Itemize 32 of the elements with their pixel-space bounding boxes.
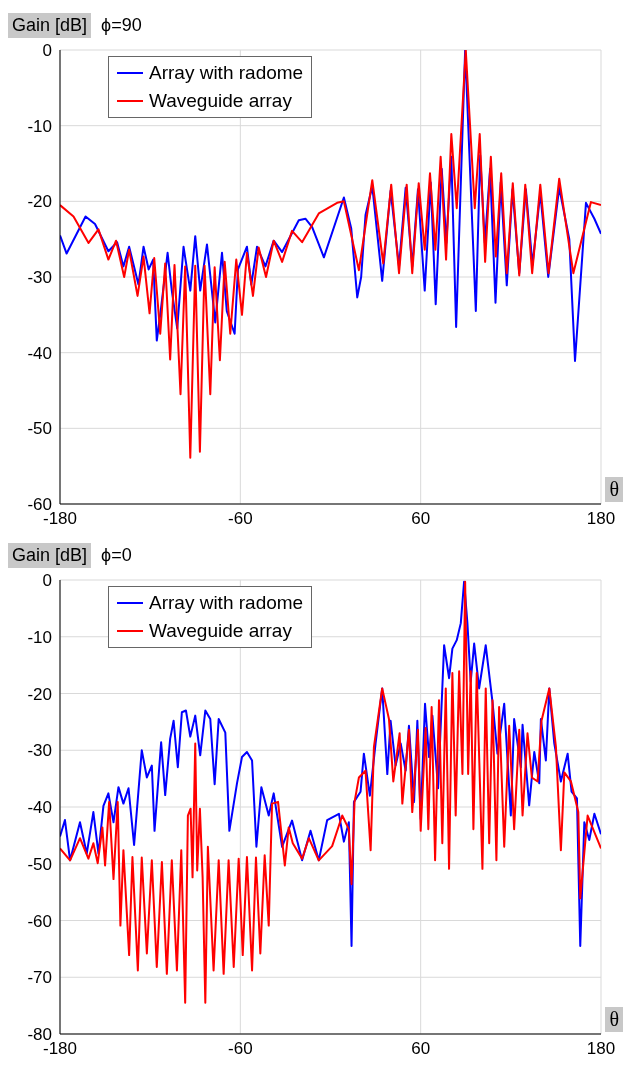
y-tick-label: -10 [27, 116, 52, 136]
y-tick-label: -20 [27, 192, 52, 212]
legend-label: Waveguide array [149, 619, 292, 643]
y-tick-label: -30 [27, 268, 52, 288]
y-tick-label: -70 [27, 968, 52, 988]
y-tick-label: -50 [27, 419, 52, 439]
x-tick-label: 60 [411, 509, 431, 529]
x-tick-label: -180 [42, 509, 78, 529]
legend-label: Array with radome [149, 591, 304, 615]
y-tick-label: -30 [27, 741, 52, 761]
y-tick-label: -10 [27, 627, 52, 647]
x-axis-title: θ [605, 1007, 623, 1032]
y-axis-title: Gain [dB] [8, 12, 92, 38]
x-tick-label: -60 [228, 1039, 253, 1059]
chart-title: ϕ=0 [101, 544, 132, 566]
y-tick-label: -60 [27, 911, 52, 931]
x-tick-label: -60 [228, 509, 253, 529]
y-axis-title: Gain [dB] [8, 542, 92, 568]
x-tick-label: 180 [586, 1039, 616, 1059]
legend-label: Array with radome [149, 61, 304, 85]
legend-label: Waveguide array [149, 89, 292, 113]
x-tick-label: -180 [42, 1039, 78, 1059]
y-tick-label: -20 [27, 684, 52, 704]
y-tick-label: 0 [42, 571, 52, 591]
y-tick-label: 0 [42, 41, 52, 61]
x-axis-title: θ [605, 477, 623, 502]
y-tick-label: -40 [27, 343, 52, 363]
chart-title: ϕ=90 [101, 14, 142, 36]
y-tick-label: -40 [27, 798, 52, 818]
y-tick-label: -50 [27, 854, 52, 874]
x-tick-label: 60 [411, 1039, 431, 1059]
x-tick-label: 180 [586, 509, 616, 529]
